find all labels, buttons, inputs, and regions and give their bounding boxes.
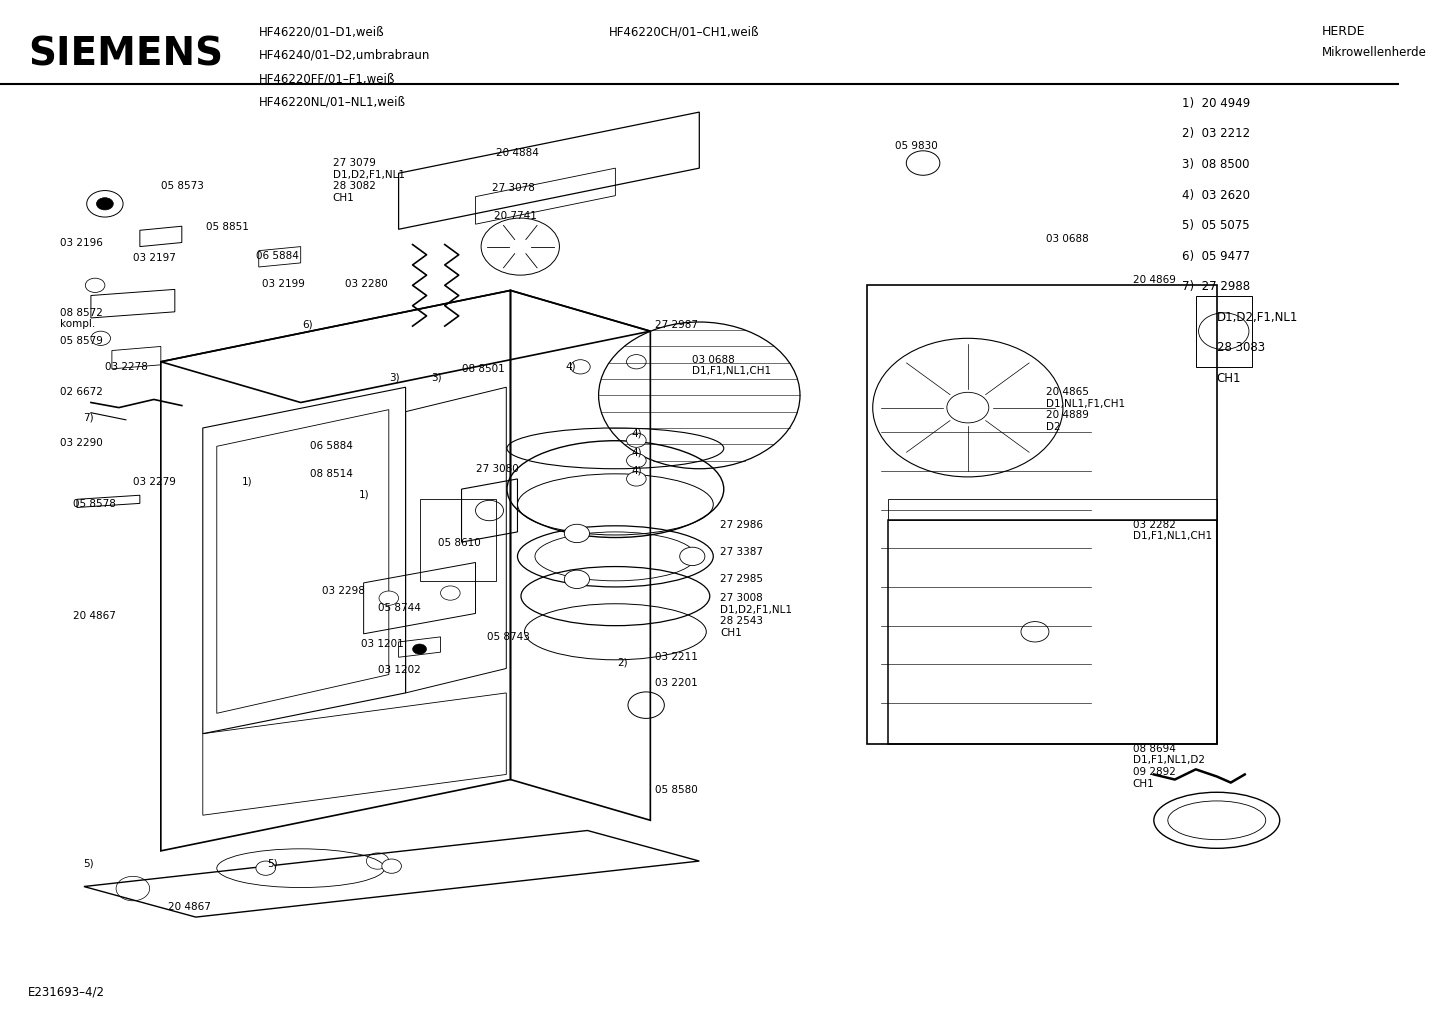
Circle shape [564,571,590,589]
Text: 08 8694
D1,F1,NL1,D2
09 2892
CH1: 08 8694 D1,F1,NL1,D2 09 2892 CH1 [1133,744,1206,789]
Circle shape [412,644,427,654]
Text: HF46220FF/01–F1,weiß: HF46220FF/01–F1,weiß [258,72,395,86]
Text: 3): 3) [389,372,399,382]
Text: SIEMENS: SIEMENS [27,36,224,73]
Text: 1)  20 4949: 1) 20 4949 [1182,97,1250,110]
Text: 02 6672: 02 6672 [61,387,102,397]
Text: 03 2199: 03 2199 [261,279,304,289]
Text: 7)  27 2988: 7) 27 2988 [1182,280,1250,293]
Text: 03 2279: 03 2279 [133,477,176,487]
Text: 27 2986: 27 2986 [720,520,763,530]
Text: Mikrowellenherde: Mikrowellenherde [1322,46,1426,59]
Text: 05 8743: 05 8743 [487,632,529,642]
Text: 03 2196: 03 2196 [61,238,102,249]
Text: 3)  08 8500: 3) 08 8500 [1182,158,1249,171]
Text: 03 1202: 03 1202 [378,665,421,676]
Text: 27 3387: 27 3387 [720,547,763,557]
Circle shape [382,859,401,873]
Text: 4)  03 2620: 4) 03 2620 [1182,189,1250,202]
Circle shape [571,360,590,374]
Text: 5): 5) [267,858,278,868]
Text: 03 0688: 03 0688 [1045,234,1089,245]
Text: 05 8579: 05 8579 [61,336,102,346]
Text: 27 3078: 27 3078 [492,183,535,194]
Text: 03 2201: 03 2201 [655,678,698,688]
Text: 03 2298: 03 2298 [322,586,365,596]
Text: 20 4865
D1,NL1,F1,CH1
20 4889
D2: 20 4865 D1,NL1,F1,CH1 20 4889 D2 [1045,387,1125,432]
Text: 20 4884: 20 4884 [496,148,539,158]
Text: 06 5884: 06 5884 [310,441,353,451]
Text: 03 2280: 03 2280 [346,279,388,289]
Text: 6): 6) [303,319,313,329]
Text: 3): 3) [431,372,441,382]
Text: 5)  05 5075: 5) 05 5075 [1182,219,1249,232]
Circle shape [627,472,646,486]
Text: 05 8744: 05 8744 [378,603,421,613]
Text: 27 2985: 27 2985 [720,574,763,584]
Circle shape [379,591,398,605]
Text: 08 8514: 08 8514 [310,469,353,479]
Text: 03 2211: 03 2211 [655,652,698,662]
Text: 27 2987: 27 2987 [655,320,698,330]
Text: 08 8572
kompl.: 08 8572 kompl. [61,308,102,329]
Text: 20 4867: 20 4867 [167,902,211,912]
Circle shape [627,355,646,369]
Text: 03 2290: 03 2290 [61,438,102,448]
Text: 4): 4) [632,447,642,458]
Text: HERDE: HERDE [1322,25,1366,39]
Circle shape [85,278,105,292]
Circle shape [441,586,460,600]
Text: HF46240/01–D2,umbrabraun: HF46240/01–D2,umbrabraun [258,49,430,62]
Text: 20 4869: 20 4869 [1133,275,1175,285]
Text: E231693–4/2: E231693–4/2 [27,985,105,999]
Text: HF46220NL/01–NL1,weiß: HF46220NL/01–NL1,weiß [258,96,405,109]
Text: 27 3008
D1,D2,F1,NL1
28 2543
CH1: 27 3008 D1,D2,F1,NL1 28 2543 CH1 [720,593,792,638]
Text: 7): 7) [82,413,94,423]
Text: 6)  05 9477: 6) 05 9477 [1182,250,1250,263]
Circle shape [564,524,590,542]
Text: 2): 2) [617,657,627,667]
Text: 4): 4) [565,362,575,372]
Circle shape [91,331,111,345]
Text: 03 1201: 03 1201 [360,639,404,649]
Circle shape [627,433,646,447]
Text: 05 8851: 05 8851 [206,222,248,232]
Bar [420,499,496,581]
Text: 1): 1) [242,477,252,487]
Text: 4): 4) [632,466,642,476]
Text: 05 8573: 05 8573 [162,181,203,192]
Text: 5): 5) [82,858,94,868]
Text: CH1: CH1 [1217,372,1242,385]
Text: 1): 1) [358,489,369,499]
Text: 28 3083: 28 3083 [1217,341,1265,355]
Text: 03 0688
D1,F1,NL1,CH1: 03 0688 D1,F1,NL1,CH1 [692,355,771,376]
Text: 05 8578: 05 8578 [72,499,115,510]
Text: 27 3079
D1,D2,F1,NL1
28 3082
CH1: 27 3079 D1,D2,F1,NL1 28 3082 CH1 [333,158,405,203]
Circle shape [97,198,114,210]
Text: 05 8580: 05 8580 [655,785,698,795]
Text: 27 3080: 27 3080 [476,464,518,474]
Text: 06 5884: 06 5884 [255,251,298,261]
Text: 4): 4) [632,428,642,438]
Text: 20 4867: 20 4867 [72,611,115,622]
Text: 03 2278: 03 2278 [105,362,147,372]
Text: 2)  03 2212: 2) 03 2212 [1182,127,1250,141]
Text: 05 9830: 05 9830 [895,141,937,151]
Text: HF46220CH/01–CH1,weiß: HF46220CH/01–CH1,weiß [609,25,758,39]
Circle shape [627,453,646,468]
Text: 03 2282
D1,F1,NL1,CH1: 03 2282 D1,F1,NL1,CH1 [1133,520,1211,541]
Circle shape [255,861,275,875]
Text: HF46220/01–D1,weiß: HF46220/01–D1,weiß [258,25,385,39]
Circle shape [679,547,705,566]
Text: 20 7741: 20 7741 [493,211,536,221]
Text: 08 8501: 08 8501 [461,364,505,374]
Text: 05 8610: 05 8610 [438,538,480,548]
Text: 03 2197: 03 2197 [133,253,176,263]
Text: D1,D2,F1,NL1: D1,D2,F1,NL1 [1217,311,1298,324]
